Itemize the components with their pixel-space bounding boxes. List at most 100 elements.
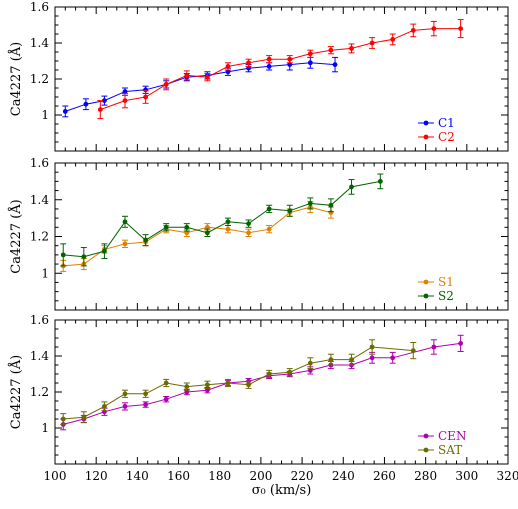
y-tick-label: 1.4 [30, 193, 49, 207]
data-point [143, 391, 149, 397]
data-point [458, 341, 464, 346]
legend-marker [423, 293, 429, 299]
y-tick-label: 1.6 [30, 0, 49, 14]
data-point [431, 344, 437, 350]
data-point [60, 252, 66, 258]
data-point [204, 74, 210, 80]
data-point [287, 62, 293, 67]
data-point [163, 82, 169, 87]
y-axis-label: Ca4227 (Å) [8, 42, 24, 116]
legend-label: C2 [438, 130, 455, 144]
y-tick-label: 1.6 [30, 313, 49, 327]
legend-marker [423, 447, 429, 453]
legend-marker [423, 134, 429, 140]
data-point [204, 230, 210, 236]
data-point [225, 226, 231, 232]
data-point [102, 98, 107, 103]
series-s1 [60, 201, 334, 272]
data-point [122, 219, 128, 225]
y-tick-label: 1.2 [30, 72, 49, 86]
legend-entry-cen: CEN [418, 429, 466, 443]
data-point [60, 416, 66, 422]
data-point [287, 56, 293, 62]
legend-label: CEN [438, 429, 466, 443]
x-tick-label: 160 [167, 469, 190, 483]
x-tick-label: 120 [85, 469, 108, 483]
y-tick-label: 1.4 [30, 349, 49, 363]
data-point [307, 51, 313, 57]
data-point [143, 237, 149, 243]
legend-label: S2 [438, 289, 454, 303]
data-point [163, 396, 169, 402]
data-point [266, 64, 272, 69]
data-point [184, 73, 190, 78]
data-point [369, 344, 375, 350]
y-tick-label: 1 [41, 421, 49, 435]
data-point [143, 402, 149, 407]
x-tick-label: 320 [497, 469, 518, 483]
data-point [307, 60, 313, 66]
series-c2 [97, 19, 464, 120]
data-point [102, 404, 107, 409]
y-axis-label: Ca4227 (Å) [8, 355, 24, 429]
data-point [246, 382, 251, 388]
legend-entry-s2: S2 [418, 289, 454, 303]
series-line-s2 [63, 180, 381, 258]
data-point [246, 60, 251, 66]
data-point [390, 355, 396, 361]
data-point [122, 241, 128, 247]
legend-label: S1 [438, 275, 454, 289]
x-tick-label: 260 [373, 469, 396, 483]
data-point [332, 62, 338, 67]
data-point [266, 56, 272, 62]
chart-panel-3: 1 1.2 1.4 1.6 100 120 140 160 180 200 220 240 260 280… [8, 313, 518, 498]
legend-marker [423, 120, 429, 126]
data-point [81, 414, 87, 420]
series-line-c2 [100, 28, 461, 111]
legend-entry-c1: C1 [418, 116, 455, 130]
legend-entry-c2: C2 [418, 130, 455, 144]
data-point [184, 230, 190, 236]
data-point [62, 109, 68, 114]
data-point [184, 224, 190, 230]
data-point [204, 382, 210, 388]
data-point [225, 64, 231, 69]
x-tick-label: 220 [291, 469, 314, 483]
data-point [97, 107, 103, 112]
data-point [287, 208, 293, 214]
data-point [431, 26, 437, 31]
data-point [102, 248, 107, 254]
data-point [225, 380, 231, 386]
data-point [122, 391, 128, 397]
data-point [122, 89, 128, 94]
series-s2 [60, 173, 384, 267]
y-tick-label: 1.2 [30, 385, 49, 399]
x-tick-label: 140 [126, 469, 149, 483]
data-point [83, 101, 89, 107]
legend-marker [423, 433, 429, 439]
y-tick-label: 1 [41, 266, 49, 280]
legend-label: SAT [438, 443, 462, 457]
data-point [204, 224, 210, 230]
data-point [143, 94, 149, 100]
data-point [266, 371, 272, 377]
data-point [377, 178, 383, 184]
series-sat [60, 339, 417, 425]
x-tick-label: 100 [44, 469, 67, 483]
x-tick-label: 240 [332, 469, 355, 483]
data-point [410, 348, 416, 353]
legend-entry-s1: S1 [418, 275, 454, 289]
data-point [390, 37, 396, 42]
data-point [184, 384, 190, 389]
data-point [184, 389, 190, 395]
y-tick-label: 1 [41, 108, 49, 122]
data-point [369, 40, 375, 46]
data-point [81, 254, 87, 260]
data-point [163, 224, 169, 230]
series-line-cen [63, 342, 461, 425]
data-point [307, 201, 313, 206]
data-point [349, 46, 354, 51]
data-point [410, 28, 416, 33]
